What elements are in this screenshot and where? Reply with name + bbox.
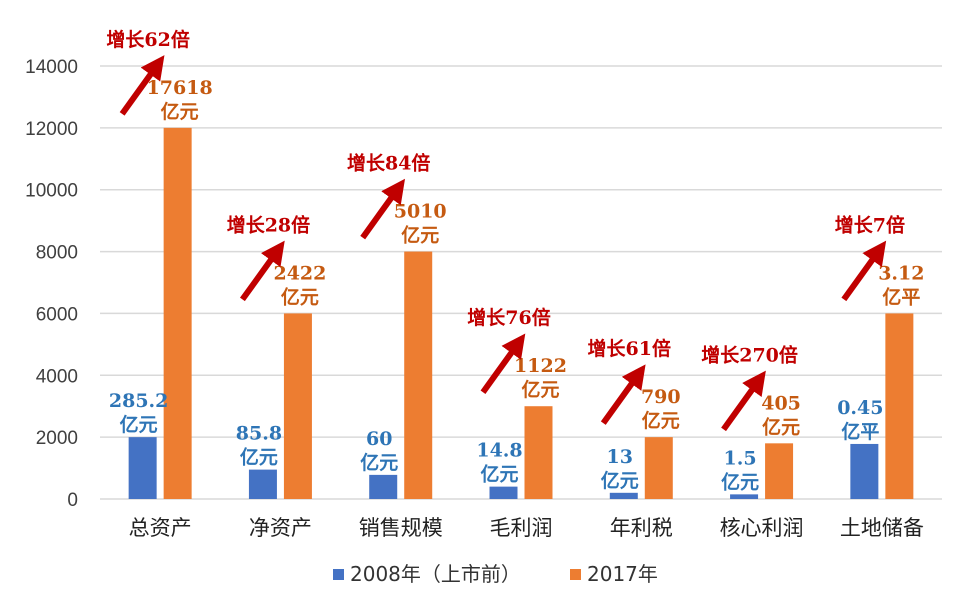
category-label: 毛利润: [490, 516, 553, 540]
category-label: 净资产: [249, 516, 312, 540]
growth-arrow: [239, 240, 285, 302]
data-label-2008-unit: 亿平: [841, 420, 879, 443]
bars: [128, 127, 914, 499]
data-label-2017-unit: 亿元: [642, 409, 680, 432]
bar-2017: [404, 251, 433, 499]
data-label-2008-unit: 亿元: [721, 470, 759, 493]
data-label-2017-unit: 亿平: [882, 285, 920, 308]
bar-2017: [885, 313, 914, 499]
growth-label: 增长84倍: [347, 152, 430, 175]
y-tick-label: 14000: [25, 57, 78, 78]
data-label-2008-value: 60: [366, 428, 392, 450]
legend-swatch-2008: [333, 569, 344, 580]
y-tick-label: 10000: [25, 181, 78, 202]
y-tick-label: 4000: [36, 366, 78, 387]
data-label-2017-unit: 亿元: [521, 378, 559, 401]
growth-label: 增长270倍: [701, 343, 798, 366]
data-label-2017-value: 3.12: [878, 262, 924, 284]
data-labels: 285.2亿元17618亿元85.8亿元2422亿元60亿元5010亿元14.8…: [109, 77, 925, 494]
data-label-2008-value: 85.8: [236, 423, 282, 445]
data-label-2008-value: 0.45: [837, 397, 883, 419]
legend: 2008年（上市前） 2017年: [333, 562, 658, 586]
data-label-2008-value: 13: [607, 446, 633, 468]
bar-2008: [850, 443, 879, 499]
data-label-2017-value: 790: [641, 386, 681, 408]
category-label: 年利税: [610, 516, 673, 540]
bar-2008: [609, 492, 638, 499]
growth-label: 增长61倍: [588, 337, 671, 360]
bar-2008: [128, 437, 157, 499]
bar-2008: [730, 494, 759, 499]
data-label-2008-unit: 亿元: [360, 451, 398, 474]
y-axis-ticks: 0 2000 4000 6000 8000 10000 12000 14000: [25, 57, 78, 511]
growth-arrow: [360, 178, 406, 240]
category-label: 核心利润: [720, 516, 804, 540]
growth-label: 增长28倍: [227, 213, 310, 236]
data-label-2008-unit: 亿元: [120, 413, 158, 436]
legend-label-2008: 2008年（上市前）: [350, 562, 521, 586]
data-label-2017-unit: 亿元: [401, 224, 439, 247]
y-tick-label: 12000: [25, 119, 78, 140]
growth-arrow: [600, 364, 646, 425]
category-label: 土地储备: [840, 516, 924, 540]
growth-label: 增长62倍: [106, 28, 189, 51]
legend-swatch-2017: [570, 569, 581, 580]
data-label-2017-unit: 亿元: [281, 285, 319, 308]
legend-label-2017: 2017年: [587, 562, 658, 586]
y-tick-label: 6000: [36, 304, 78, 325]
bar-2017: [524, 406, 553, 499]
bar-2017: [163, 127, 192, 499]
growth-arrow: [119, 55, 165, 116]
category-label: 总资产: [129, 516, 192, 540]
growth-label: 增长76倍: [467, 306, 550, 329]
y-tick-label: 2000: [36, 428, 78, 449]
data-label-2017-value: 17618: [147, 77, 213, 99]
data-label-2017-unit: 亿元: [161, 100, 199, 123]
data-label-2008-unit: 亿元: [240, 446, 278, 469]
bar-2017: [644, 437, 673, 499]
category-label: 销售规模: [359, 516, 443, 540]
data-label-2008-unit: 亿元: [601, 469, 639, 492]
data-label-2008-value: 285.2: [109, 390, 169, 412]
growth-arrow: [480, 333, 526, 394]
gridlines: [100, 65, 942, 500]
bar-2017: [283, 313, 312, 499]
x-axis-categories: 总资产 净资产 销售规模 毛利润 年利税 核心利润 土地储备: [129, 516, 924, 540]
data-label-2017-unit: 亿元: [762, 415, 800, 438]
bar-2008: [489, 486, 518, 499]
bar-2017: [765, 443, 794, 499]
data-label-2017-value: 1122: [514, 355, 567, 377]
growth-arrow: [841, 240, 887, 302]
data-label-2017-value: 2422: [273, 262, 326, 284]
growth-arrow: [721, 370, 766, 432]
y-tick-label: 0: [67, 490, 78, 511]
data-label-2017-value: 5010: [394, 201, 447, 223]
bar-2008: [248, 469, 277, 499]
data-label-2017-value: 405: [761, 392, 801, 414]
data-label-2008-value: 1.5: [724, 447, 757, 469]
data-label-2008-value: 14.8: [476, 440, 522, 462]
growth-label: 增长7倍: [835, 213, 905, 236]
y-tick-label: 8000: [36, 243, 78, 264]
data-label-2008-unit: 亿元: [480, 463, 518, 486]
bar-2008: [369, 474, 398, 499]
